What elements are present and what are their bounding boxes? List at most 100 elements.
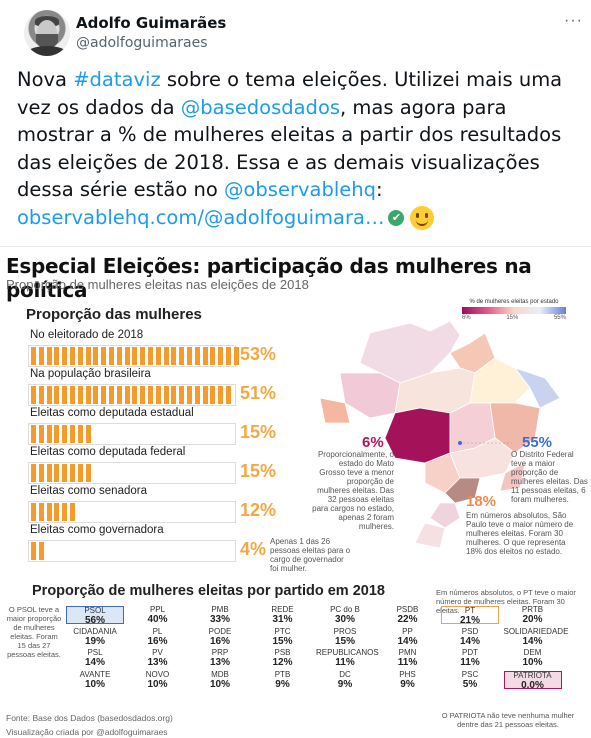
proportion-bar-segment bbox=[31, 503, 36, 521]
party-cell: PSDB 22% bbox=[379, 605, 437, 626]
proportion-label: Eleitas como deputada federal bbox=[30, 446, 186, 458]
proportion-label: Na população brasileira bbox=[30, 368, 151, 380]
party-name: PSDB bbox=[396, 605, 419, 614]
party-value: 5% bbox=[462, 678, 478, 690]
party-cell: REPUBLICANOS 11% bbox=[316, 649, 379, 669]
party-cell: PV 13% bbox=[129, 648, 187, 669]
proportion-bar-segment bbox=[46, 386, 52, 404]
proportion-value: 51% bbox=[240, 383, 277, 403]
url-link[interactable]: observablehq.com/@adolfoguimara… bbox=[17, 205, 385, 229]
proportion-bar-segment bbox=[187, 386, 192, 404]
party-value: 13% bbox=[209, 657, 230, 668]
party-name: PV bbox=[152, 648, 163, 657]
party-value: 40% bbox=[147, 614, 168, 625]
patriota-note: O PATRIOTA não teve nenhuma mulher dentr… bbox=[441, 711, 575, 729]
party-cell: PPL 40% bbox=[129, 606, 187, 626]
proportion-bar-segment bbox=[140, 347, 146, 365]
party-name: REDE bbox=[271, 605, 294, 614]
party-value: 13% bbox=[147, 657, 168, 668]
party-value: 9% bbox=[275, 678, 290, 690]
proportion-bar-segment bbox=[93, 386, 99, 404]
pt-note: Em números absolutos, o PT teve o maior … bbox=[436, 588, 576, 615]
tweet-header: Adolfo Guimarães @adolfoguimaraes ··· bbox=[16, 8, 582, 58]
proportion-bar-segment bbox=[132, 386, 138, 404]
party-cell: PL 16% bbox=[129, 627, 187, 647]
df-value: 55% bbox=[522, 434, 553, 451]
party-name: DC bbox=[339, 669, 351, 679]
proportion-bar-segment bbox=[163, 347, 169, 365]
proportion-bar-segment bbox=[140, 386, 146, 404]
proportion-bar-segment bbox=[54, 503, 60, 521]
party-cell: DC 9% bbox=[316, 669, 374, 690]
proportion-bar-segment bbox=[202, 347, 208, 365]
proportion-bar-segment bbox=[124, 347, 130, 365]
author-name[interactable]: Adolfo Guimarães bbox=[76, 14, 227, 32]
party-cell: PTB 9% bbox=[254, 670, 312, 690]
mt-note: Proporcionalmente, o estado do Mato Gros… bbox=[312, 450, 394, 531]
proportion-bar-segment bbox=[62, 425, 68, 443]
avatar-beard bbox=[36, 34, 58, 48]
party-value: 15% bbox=[334, 635, 355, 647]
proportion-bar-segment bbox=[54, 347, 60, 365]
proportion-bar-segment bbox=[171, 386, 177, 404]
proportion-bar-segment bbox=[31, 425, 36, 443]
party-name: MDB bbox=[211, 669, 229, 679]
map-legend: % de mulheres eleitas por estado 6% 15% … bbox=[462, 299, 566, 321]
party-value: 11% bbox=[460, 657, 480, 668]
party-value: 15% bbox=[272, 635, 293, 647]
proportion-value: 15% bbox=[240, 461, 277, 481]
party-cell: PRP 13% bbox=[191, 649, 249, 669]
proportion-bar-segment bbox=[70, 347, 75, 365]
party-cell: PTC 15% bbox=[254, 626, 312, 647]
party-cell: CIDADANIA 19% bbox=[66, 627, 124, 647]
party-name: PTC bbox=[274, 626, 291, 636]
proportion-bar-track bbox=[28, 462, 236, 484]
map-region-ac bbox=[319, 397, 351, 424]
mention-link[interactable]: @basedosdados bbox=[180, 95, 341, 119]
sp-value: 18% bbox=[466, 493, 497, 510]
psol-note: O PSOL teve a maior proporção de mulhere… bbox=[6, 605, 62, 659]
proportion-bar-segment bbox=[93, 347, 99, 365]
legend-mid: 15% bbox=[506, 315, 519, 321]
party-name: PMN bbox=[398, 648, 417, 657]
author-handle[interactable]: @adolfoguimaraes bbox=[76, 35, 208, 51]
party-value: 11% bbox=[397, 657, 418, 668]
hashtag-link[interactable]: #dataviz bbox=[73, 68, 161, 91]
party-cell: PMN 11% bbox=[379, 648, 437, 669]
df-marker bbox=[458, 441, 462, 445]
avatar-shirt bbox=[26, 46, 68, 56]
party-cell: SOLIDARIEDADE 14% bbox=[504, 627, 569, 647]
party-value: 20% bbox=[522, 614, 543, 625]
tweet-text-part: , mas agora para mostrar a % de mulheres… bbox=[17, 95, 562, 202]
tweet-text-part: sobre o tema eleições. Utilizei mais uma… bbox=[17, 68, 563, 119]
party-name: NOVO bbox=[145, 669, 170, 679]
party-name: PC do B bbox=[330, 605, 360, 614]
party-name: SOLIDARIEDADE bbox=[503, 626, 569, 636]
party-value: 14% bbox=[84, 657, 105, 668]
proportion-bar-segment bbox=[77, 347, 83, 365]
proportion-bar-segment bbox=[46, 464, 52, 482]
party-name: DEM bbox=[523, 648, 542, 657]
avatar[interactable] bbox=[24, 10, 70, 56]
party-value: 21% bbox=[459, 615, 480, 626]
proportion-bar-segment bbox=[155, 386, 161, 404]
proportion-bar-segment bbox=[109, 386, 114, 404]
more-options-icon[interactable]: ··· bbox=[564, 12, 583, 29]
proportion-bar-track bbox=[28, 501, 236, 523]
legend-min: 6% bbox=[462, 315, 471, 321]
proportion-bar-segment bbox=[233, 347, 239, 365]
proportion-row: No eleitorado de 2018 53% bbox=[28, 329, 308, 369]
party-cell: PSD 14% bbox=[441, 627, 499, 647]
infographic-image[interactable]: Especial Eleições: participação das mulh… bbox=[0, 246, 591, 738]
proportion-bar-segment bbox=[85, 464, 91, 482]
party-cell: PMB 33% bbox=[191, 606, 249, 626]
legend-max: 55% bbox=[553, 315, 566, 321]
party-value: 31% bbox=[272, 614, 293, 625]
party-name: PSOL bbox=[84, 606, 106, 615]
mention-link[interactable]: @observablehq bbox=[224, 178, 377, 201]
party-value: 22% bbox=[397, 614, 418, 625]
proportion-bar-segment bbox=[116, 347, 122, 365]
map-region-ne2 bbox=[513, 367, 561, 409]
proportion-bar-segment bbox=[210, 386, 216, 404]
party-name: PSB bbox=[274, 648, 291, 657]
